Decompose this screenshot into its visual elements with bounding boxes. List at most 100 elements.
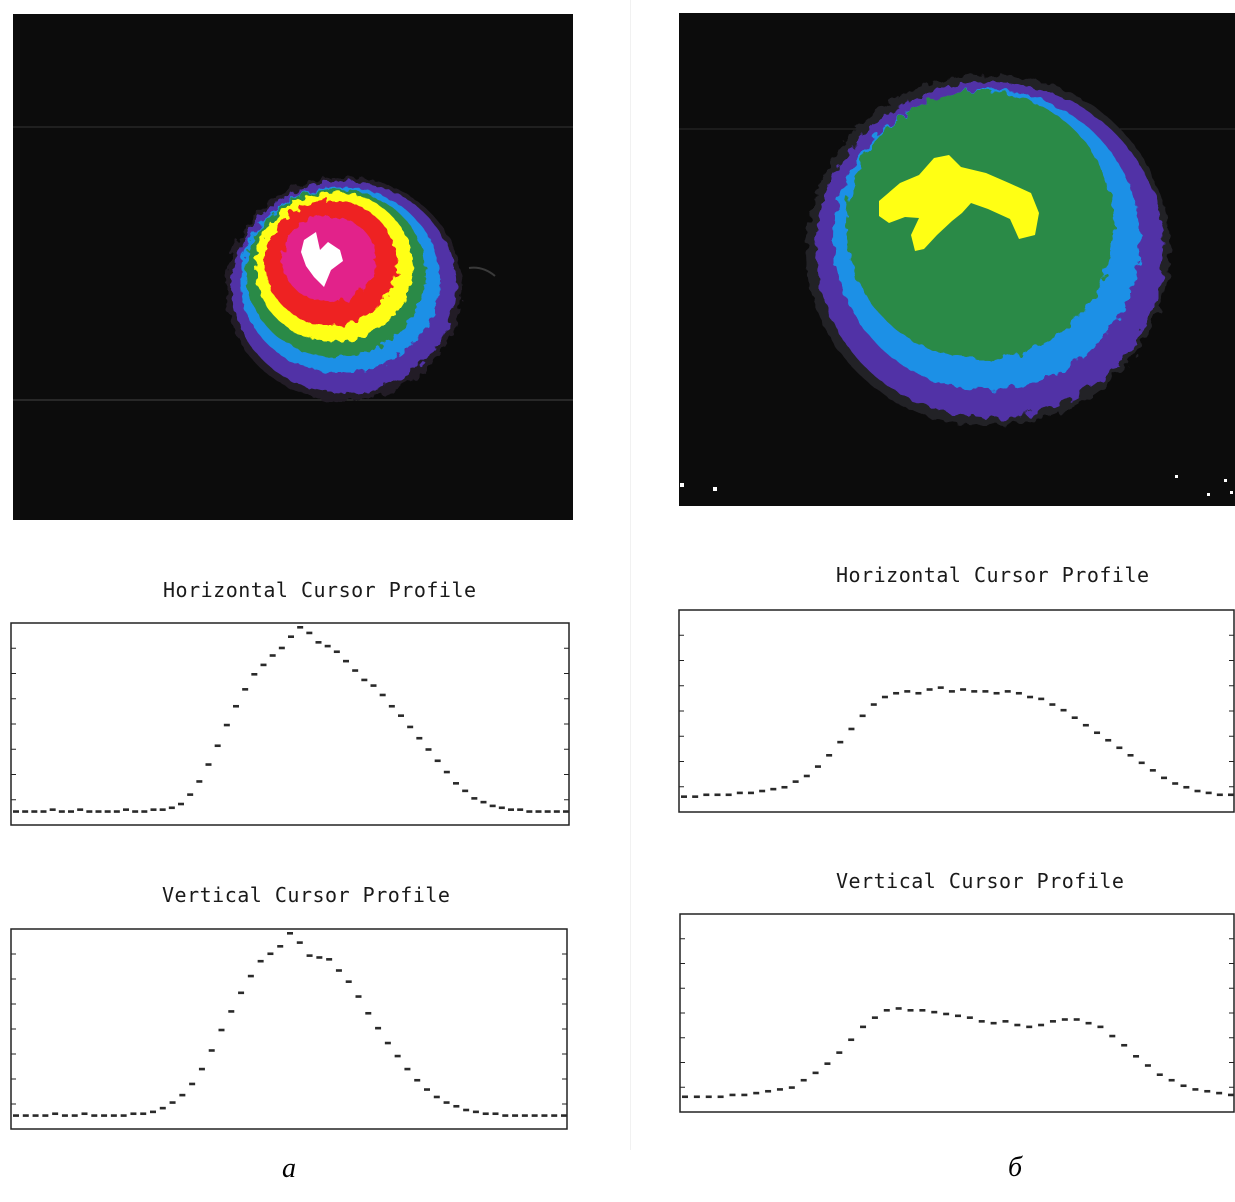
profile-point [463,1108,470,1112]
profile-point [1071,716,1078,719]
profile-point [407,725,414,729]
profile-point [40,810,47,813]
profile-point [1168,1078,1175,1082]
profile-point [788,1086,795,1089]
profile-point [462,789,469,793]
profile-frame [678,609,1235,813]
profile-point [1228,793,1234,797]
profile-point [287,932,293,935]
profile-point [130,1112,137,1116]
profile-point [1133,1055,1140,1058]
profile-point [725,793,732,797]
profile-point [895,1007,902,1010]
profile-point [1121,1043,1128,1047]
profile-point [169,1101,176,1104]
beam-a-artifact [468,266,496,277]
profile-point [375,1026,382,1030]
profile-point [179,1093,186,1097]
profile-point [870,703,877,706]
profile-point [365,1011,372,1015]
profile-point [91,1114,98,1117]
profile-point [416,736,423,740]
profile-point [502,1114,509,1117]
profile-point [535,810,542,813]
profile-point [61,1114,68,1117]
profile-point [692,795,699,798]
panel-label-a: а [282,1153,296,1184]
profile-point [714,793,721,797]
profile-point [729,1093,736,1097]
profile-point [42,1114,49,1117]
profile-point [1002,1020,1009,1023]
profile-point [915,691,922,695]
profile-point [937,686,944,689]
profile-point [379,693,386,697]
profile-point [1049,1020,1056,1023]
profile-point [521,1114,528,1117]
beam-b-dot [1224,479,1227,482]
profile-point [1073,1018,1080,1021]
profile-point [765,1089,772,1093]
profile-point [13,810,19,813]
vertical-profile-title-a: Vertical Cursor Profile [162,883,451,907]
profile-point [978,1020,985,1023]
profile-point [150,1110,156,1114]
beam-b-dot [1207,493,1210,496]
profile-point [836,1051,843,1054]
profile-point [759,789,766,793]
profile-point [800,1078,807,1082]
profile-point [394,1054,401,1058]
profile-point [404,1067,411,1071]
profile-point [508,808,514,811]
profile-point [58,810,65,813]
profile-point [824,1062,831,1065]
profile-point [966,1016,973,1019]
profile-point [196,780,203,783]
profile-point [110,1114,117,1117]
profile-point [1004,690,1011,693]
profile-point [159,808,166,811]
profile-point [242,688,249,691]
profile-point [561,1114,567,1117]
profile-point [498,806,505,810]
profile-point [81,1112,88,1116]
profile-point [228,1010,235,1013]
vertical-profile-svg-a [10,928,568,1130]
beam-b-dot [713,487,717,491]
profile-point [563,810,569,813]
beam-b-dot [1230,491,1233,494]
profile-point [1109,1034,1116,1038]
profile-point [682,1095,688,1099]
profile-point [904,690,911,693]
profile-point [948,690,955,693]
profile-point [1127,754,1134,757]
profile-point [681,795,687,798]
profile-point [77,808,84,811]
profile-point [214,744,221,748]
profile-point [907,1009,914,1012]
profile-point [1194,789,1201,793]
profile-point [551,1114,558,1117]
profile-point [251,673,258,676]
profile-point [489,804,496,808]
profile-point [1216,1091,1223,1095]
profile-point [871,1016,878,1019]
profile-point [926,688,933,691]
profile-point [218,1028,225,1032]
profile-point [826,754,833,757]
profile-point [288,635,294,638]
profile-point [753,1091,760,1095]
profile-point [316,956,323,959]
profile-point [71,1114,78,1117]
profile-point [198,1067,205,1071]
profile-point [123,808,129,811]
beam-image-b [679,13,1235,506]
profile-point [120,1114,127,1117]
profile-point [1094,731,1101,735]
profile-point [971,690,978,693]
horizontal-profile-svg-b [678,609,1235,813]
profile-point [49,808,56,811]
profile-point [482,1112,489,1116]
profile-point [335,969,342,972]
